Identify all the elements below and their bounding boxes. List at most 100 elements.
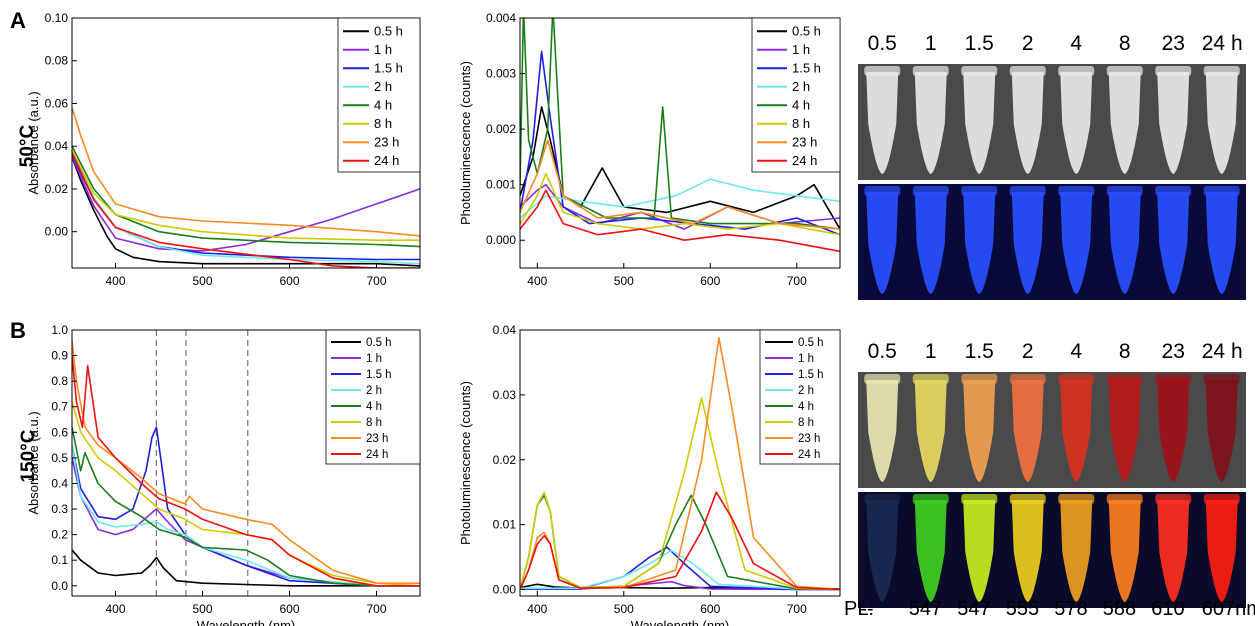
uv-tube — [866, 500, 899, 602]
x-axis-label: Wavelength (nm) — [631, 618, 730, 626]
legend-label: 0.5 h — [792, 23, 821, 38]
x-tick-label: 400 — [105, 602, 125, 616]
uv-tube — [963, 500, 996, 602]
uv-tube-cap — [912, 186, 949, 196]
uv-tube — [1157, 192, 1190, 294]
series-line-4-h — [72, 145, 420, 248]
y-tick-label: 0.3 — [51, 502, 68, 516]
daylight-tube-cap — [1155, 66, 1192, 76]
series-line-8-h — [520, 172, 840, 236]
daylight-tube-cap — [1203, 374, 1240, 384]
y-tick-label: 0.08 — [45, 54, 69, 68]
y-axis-label: Photoluminescence (counts) — [458, 61, 473, 225]
legend-label: 8 h — [798, 417, 814, 429]
uv-tube — [1157, 500, 1190, 602]
uv-tube-cap — [912, 494, 949, 504]
photo-a-time-labels: 0.5 1 1.5 2 4 8 23 24 h — [858, 30, 1246, 62]
y-axis-label: Photoluminescence (counts) — [458, 381, 473, 545]
y-tick-label: 0.10 — [45, 11, 69, 25]
y-tick-label: 0.9 — [51, 349, 68, 363]
photo-b: 0.5 1 1.5 2 4 8 23 24 h PL: -- 547 547 555 578 588 610… — [844, 338, 1255, 626]
y-tick-label: 0.001 — [486, 178, 516, 192]
x-tick-label: 700 — [787, 274, 807, 288]
daylight-tube — [1011, 72, 1044, 174]
legend-box — [337, 17, 421, 173]
daylight-tube — [1060, 380, 1093, 482]
uv-tube — [1060, 192, 1093, 294]
daylight-tube-cap — [1106, 66, 1143, 76]
y-tick-label: 0.03 — [493, 388, 517, 402]
tube-label-6: 23 — [1161, 32, 1185, 55]
uv-tube — [1205, 500, 1238, 602]
y-tick-label: 0.004 — [486, 11, 516, 25]
pl-prefix: PL: — [844, 598, 875, 620]
daylight-tube-cap — [912, 374, 949, 384]
y-tick-label: 0.5 — [51, 451, 68, 465]
tube-label-5: 8 — [1118, 340, 1131, 363]
chart-a-photoluminescence: 400 500 600 700 0.000 0.001 0.002 0.003 0.004 Pho… — [458, 11, 841, 288]
daylight-tube — [1205, 380, 1238, 482]
uv-tube-cap — [1155, 494, 1192, 504]
uv-tube — [914, 192, 947, 294]
series-line-0-5-h — [520, 106, 840, 230]
photo-a-tubes — [858, 64, 1246, 300]
y-axis-label: Absorbance (a.u.) — [26, 411, 41, 514]
legend-label: 2 h — [798, 385, 814, 397]
daylight-tube-cap — [864, 374, 901, 384]
series-line-23-h — [72, 340, 420, 585]
photo-b-time-labels: 0.5 1 1.5 2 4 8 23 24 h — [858, 338, 1250, 370]
pl-value-3: 555 — [1005, 598, 1040, 620]
legend-label: 4 h — [792, 97, 810, 112]
daylight-tube-cap — [1009, 374, 1046, 384]
uv-tube — [914, 500, 947, 602]
legend-label: 1 h — [366, 353, 382, 365]
tube-label-6: 23 — [1161, 340, 1185, 363]
daylight-tube — [963, 380, 996, 482]
daylight-tube-cap — [1009, 66, 1046, 76]
daylight-tube — [1205, 72, 1238, 174]
series-line-23-h — [520, 139, 840, 230]
y-tick-label: 0.4 — [51, 476, 68, 490]
x-tick-label: 700 — [366, 274, 386, 288]
legend-label: 4 h — [798, 401, 814, 413]
chart-b-photoluminescence: 400 500 600 700 0.00 0.01 0.02 0.03 0.04 Waveleng… — [458, 323, 841, 626]
daylight-tube-cap — [1058, 66, 1095, 76]
uv-tube-cap — [1203, 494, 1240, 504]
y-tick-label: 1.0 — [51, 323, 68, 337]
legend-label: 8 h — [792, 116, 810, 131]
panel-letter-a: A — [10, 8, 26, 33]
x-tick-label: 400 — [105, 274, 125, 288]
x-tick-label: 600 — [279, 274, 299, 288]
legend-label: 1.5 h — [366, 369, 392, 381]
daylight-tube — [963, 72, 996, 174]
x-tick-label: 500 — [614, 274, 634, 288]
pl-value-6: 610 — [1151, 598, 1185, 620]
uv-tube — [1205, 192, 1238, 294]
panel-letter-b: B — [10, 318, 26, 343]
legend-label: 1 h — [792, 42, 810, 57]
y-tick-label: 0.8 — [51, 374, 68, 388]
series-line-2-h — [72, 152, 420, 265]
legend-label: 23 h — [366, 433, 388, 445]
pl-value-4: 578 — [1054, 598, 1088, 620]
series-line-2-h — [520, 549, 840, 591]
tube-label-3: 2 — [1021, 32, 1034, 55]
y-tick-label: 0.02 — [45, 182, 69, 196]
daylight-tube — [1157, 72, 1190, 174]
legend-label: 8 h — [366, 417, 382, 429]
uv-tube — [1011, 500, 1044, 602]
y-tick-label: 0.00 — [45, 225, 69, 239]
pl-value-5: 588 — [1102, 598, 1137, 620]
daylight-tube-cap — [1058, 374, 1095, 384]
y-tick-label: 0.1 — [51, 553, 68, 567]
uv-tube-cap — [1058, 494, 1095, 504]
series-line-24-h — [72, 152, 420, 268]
legend-label: 4 h — [374, 97, 392, 112]
series-line-24-h — [520, 491, 840, 591]
uv-tube — [1011, 192, 1044, 294]
daylight-tube-cap — [961, 374, 998, 384]
pl-values-row: PL: -- 547 547 555 578 588 610 607nm — [844, 598, 1255, 626]
legend-box — [759, 329, 841, 465]
series-line-24-h — [72, 355, 420, 587]
tube-label-5: 8 — [1118, 32, 1131, 55]
